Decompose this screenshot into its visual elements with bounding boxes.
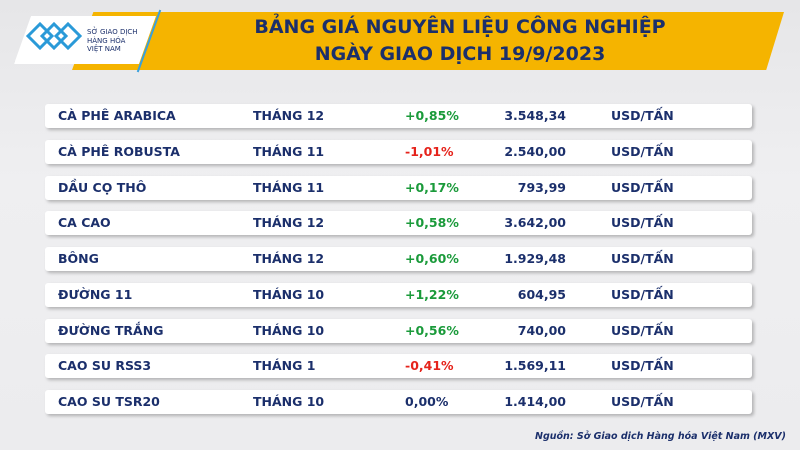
commodity-name: ĐƯỜNG TRẮNG xyxy=(58,322,164,338)
price-unit: USD/TẤN xyxy=(611,108,674,123)
price-change: 0,00% xyxy=(405,394,449,409)
commodity-name: BÔNG xyxy=(58,251,99,266)
price-change: +0,17% xyxy=(405,179,459,195)
title-banner xyxy=(72,12,784,70)
table-row: ĐƯỜNG 11 THÁNG 10 +1,22% 604,95 USD/TẤN xyxy=(45,282,752,307)
price-value: 1.414,00 xyxy=(504,394,566,409)
commodity-name: CAO SU TSR20 xyxy=(58,394,160,409)
price-unit: USD/TẤN xyxy=(611,215,674,231)
price-change: +1,22% xyxy=(405,286,459,302)
price-change: +0,60% xyxy=(405,251,459,266)
commodity-name: ĐƯỜNG 11 xyxy=(58,286,133,302)
logo-line: HÀNG HÓA xyxy=(87,36,126,45)
price-value: 3.642,00 xyxy=(504,215,566,231)
table-row: CAO SU RSS3 THÁNG 1 -0,41% 1.569,11 USD/TẤN xyxy=(45,354,752,379)
page-title: BẢNG GIÁ NGUYÊN LIỆU CÔNG NGHIỆP NGÀY GI… xyxy=(160,14,760,68)
contract-month: THÁNG 12 xyxy=(253,215,325,231)
price-unit: USD/TẤN xyxy=(611,143,674,159)
title-line-2: NGÀY GIAO DỊCH 19/9/2023 xyxy=(314,43,606,65)
commodity-name: CÀ PHÊ ARABICA xyxy=(58,108,176,123)
price-value: 793,99 xyxy=(517,179,566,195)
commodity-name: DẦU CỌ THÔ xyxy=(58,179,147,195)
contract-month: THÁNG 11 xyxy=(253,143,325,159)
price-value: 1.569,11 xyxy=(504,358,566,374)
logo-line: SỞ GIAO DỊCH xyxy=(87,28,138,36)
table-row: ĐƯỜNG TRẮNG THÁNG 10 +0,56% 740,00 USD/TẤN xyxy=(45,318,752,343)
price-unit: USD/TẤN xyxy=(611,251,674,266)
price-change: -1,01% xyxy=(405,143,454,159)
price-unit: USD/TẤN xyxy=(611,322,674,338)
commodity-name: CÀ PHÊ ROBUSTA xyxy=(58,143,180,159)
price-value: 604,95 xyxy=(517,286,566,302)
title-line-1: BẢNG GIÁ NGUYÊN LIỆU CÔNG NGHIỆP xyxy=(254,16,666,38)
mxv-logo-icon xyxy=(26,22,82,50)
price-value: 740,00 xyxy=(517,322,566,338)
price-change: -0,41% xyxy=(405,358,454,374)
price-unit: USD/TẤN xyxy=(611,179,674,195)
table-row: DẦU CỌ THÔ THÁNG 11 +0,17% 793,99 USD/TẤN xyxy=(45,175,752,200)
contract-month: THÁNG 11 xyxy=(253,179,325,195)
price-value: 2.540,00 xyxy=(504,143,566,159)
logo xyxy=(14,16,156,64)
table-row: CÀ PHÊ ROBUSTA THÁNG 11 -1,01% 2.540,00 USD/… xyxy=(45,139,752,164)
source-note: Nguồn: Sở Giao dịch Hàng hóa Việt Nam (M… xyxy=(535,431,786,442)
price-change: +0,58% xyxy=(405,215,459,231)
contract-month: THÁNG 12 xyxy=(253,108,325,123)
logo-line: VIỆT NAM xyxy=(87,45,121,53)
price-unit: USD/TẤN xyxy=(611,358,674,374)
logo-text: SỞ GIAO DỊCH HÀNG HÓA VIỆT NAM xyxy=(87,28,138,54)
table-row: CA CAO THÁNG 12 +0,58% 3.642,00 USD/TẤN xyxy=(45,211,752,236)
price-change: +0,85% xyxy=(405,108,459,123)
table-row: BÔNG THÁNG 12 +0,60% 1.929,48 USD/TẤN xyxy=(45,247,752,271)
contract-month: THÁNG 10 xyxy=(253,394,325,409)
commodity-name: CA CAO xyxy=(58,215,111,231)
contract-month: THÁNG 12 xyxy=(253,251,325,266)
price-value: 1.929,48 xyxy=(504,251,566,266)
contract-month: THÁNG 10 xyxy=(253,322,325,338)
contract-month: THÁNG 10 xyxy=(253,286,325,302)
price-value: 3.548,34 xyxy=(504,108,566,123)
commodity-name: CAO SU RSS3 xyxy=(58,358,152,374)
price-unit: USD/TẤN xyxy=(611,394,674,409)
table-row: CÀ PHÊ ARABICA THÁNG 12 +0,85% 3.548,34 USD/… xyxy=(45,104,752,128)
table-row: CAO SU TSR20 THÁNG 10 0,00% 1.414,00 USD/TẤN xyxy=(45,390,752,414)
price-change: +0,56% xyxy=(405,322,459,338)
price-unit: USD/TẤN xyxy=(611,286,674,302)
contract-month: THÁNG 1 xyxy=(253,358,316,374)
